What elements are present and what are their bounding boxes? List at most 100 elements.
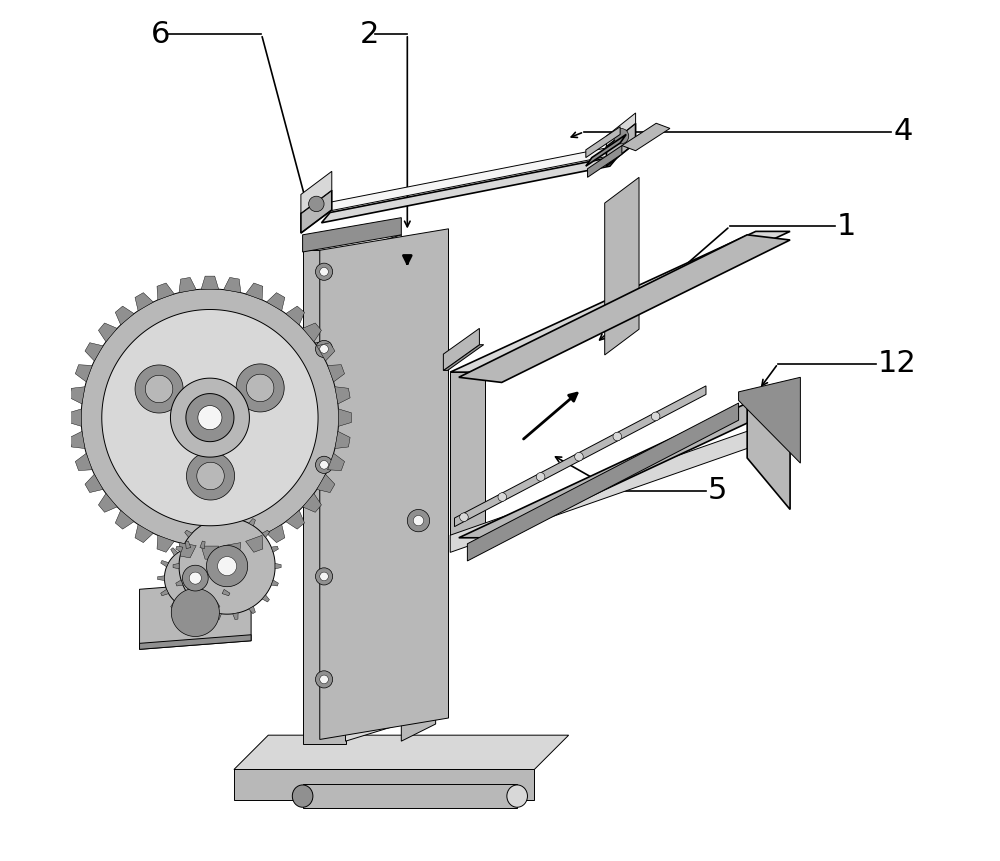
Circle shape [498,492,507,501]
Text: 5: 5 [708,476,727,505]
Polygon shape [213,548,220,555]
Polygon shape [171,601,178,609]
Polygon shape [135,524,153,542]
Polygon shape [303,493,321,512]
Circle shape [315,456,333,474]
Polygon shape [275,563,281,569]
Polygon shape [303,327,436,375]
Polygon shape [226,576,233,580]
Polygon shape [459,403,790,538]
Circle shape [315,671,333,688]
Text: 12: 12 [878,349,916,378]
Polygon shape [246,375,274,401]
Polygon shape [176,546,183,552]
Polygon shape [301,171,332,214]
Polygon shape [182,565,208,591]
Polygon shape [115,307,134,325]
Polygon shape [224,277,241,293]
Polygon shape [216,512,221,519]
Polygon shape [216,613,221,620]
Ellipse shape [507,785,527,808]
Polygon shape [135,293,153,311]
Polygon shape [450,372,485,536]
Circle shape [536,473,545,481]
Polygon shape [70,387,85,404]
Circle shape [413,516,424,526]
Circle shape [651,412,660,421]
Polygon shape [85,474,103,492]
Polygon shape [459,235,790,382]
Polygon shape [179,542,196,558]
Polygon shape [588,146,622,177]
Polygon shape [201,546,219,559]
Polygon shape [140,635,251,649]
Polygon shape [747,403,790,510]
Polygon shape [317,343,335,361]
Ellipse shape [292,785,313,808]
Text: 6: 6 [151,20,170,48]
Polygon shape [158,576,165,580]
Polygon shape [186,608,191,616]
Polygon shape [317,474,335,492]
Polygon shape [467,403,739,561]
Circle shape [320,344,328,353]
Polygon shape [186,393,234,442]
Polygon shape [450,232,790,372]
Circle shape [320,572,328,580]
Polygon shape [586,127,620,158]
Polygon shape [303,251,346,744]
Polygon shape [303,218,401,252]
Polygon shape [335,387,350,404]
Polygon shape [606,143,636,166]
Polygon shape [271,580,278,586]
Circle shape [407,510,430,532]
Polygon shape [135,365,183,413]
Polygon shape [164,548,226,609]
Polygon shape [222,561,230,567]
Polygon shape [249,518,255,526]
Circle shape [315,567,333,585]
Polygon shape [173,563,179,569]
Text: 1: 1 [836,212,856,241]
Polygon shape [68,409,81,426]
Polygon shape [401,329,436,741]
Circle shape [315,340,333,357]
Polygon shape [70,431,85,449]
Polygon shape [303,784,517,808]
Polygon shape [301,190,332,233]
Polygon shape [200,541,205,548]
Polygon shape [213,601,220,609]
Polygon shape [197,462,224,490]
Circle shape [460,513,468,522]
Circle shape [320,675,328,684]
Polygon shape [161,561,169,567]
Polygon shape [81,289,339,547]
Polygon shape [605,177,639,355]
Polygon shape [75,365,92,382]
Polygon shape [443,344,484,370]
Polygon shape [233,613,238,620]
Polygon shape [249,606,255,614]
Polygon shape [236,364,284,412]
Polygon shape [606,123,636,166]
Polygon shape [606,113,636,146]
Polygon shape [321,146,618,213]
Polygon shape [115,511,134,530]
Polygon shape [246,536,263,552]
Polygon shape [222,590,230,596]
Polygon shape [189,572,201,584]
Polygon shape [185,530,192,537]
Polygon shape [443,328,479,370]
Polygon shape [185,595,192,602]
Polygon shape [246,283,263,300]
Polygon shape [201,276,219,289]
Polygon shape [176,580,183,586]
Polygon shape [271,546,278,552]
Polygon shape [328,365,345,382]
Polygon shape [199,518,205,526]
Polygon shape [286,511,305,530]
Polygon shape [186,541,191,548]
Polygon shape [262,595,269,602]
Polygon shape [179,518,275,614]
Polygon shape [200,608,205,616]
